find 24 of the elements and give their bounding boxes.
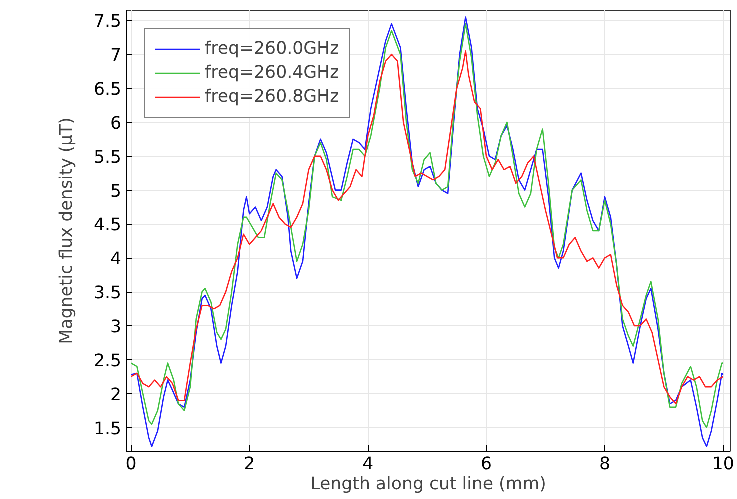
y-tick-label: 5.5 [94,148,122,168]
x-tick-label: 0 [126,454,137,474]
y-tick-label: 5 [110,182,122,202]
y-tick-label: 7.5 [94,12,122,32]
y-tick-label: 6 [110,114,122,134]
y-tick-label: 2 [110,385,122,406]
x-tick-label: 2 [244,454,256,474]
y-tick-label: 1.5 [94,419,122,440]
x-tick-label: 10 [712,454,734,474]
x-tick-label: 8 [599,454,610,474]
legend-label: freq=260.4GHz [205,63,340,83]
y-tick-label: 7 [110,46,122,66]
x-tick-label: 4 [362,454,374,474]
y-tick-label: 4 [110,250,122,270]
y-tick-label: 3.5 [94,284,122,304]
y-tick-label: 3 [110,317,122,338]
y-axis-title: Magnetic flux density (µT) [56,118,77,344]
x-axis-title: Length along cut line (mm) [310,474,546,494]
y-tick-label: 2.5 [94,351,122,372]
y-tick-label: 4.5 [94,216,122,236]
legend-label: freq=260.0GHz [205,39,340,59]
y-tick-label: 6.5 [94,80,122,100]
legend-label: freq=260.8GHz [205,87,340,107]
x-tick-label: 6 [481,454,492,474]
